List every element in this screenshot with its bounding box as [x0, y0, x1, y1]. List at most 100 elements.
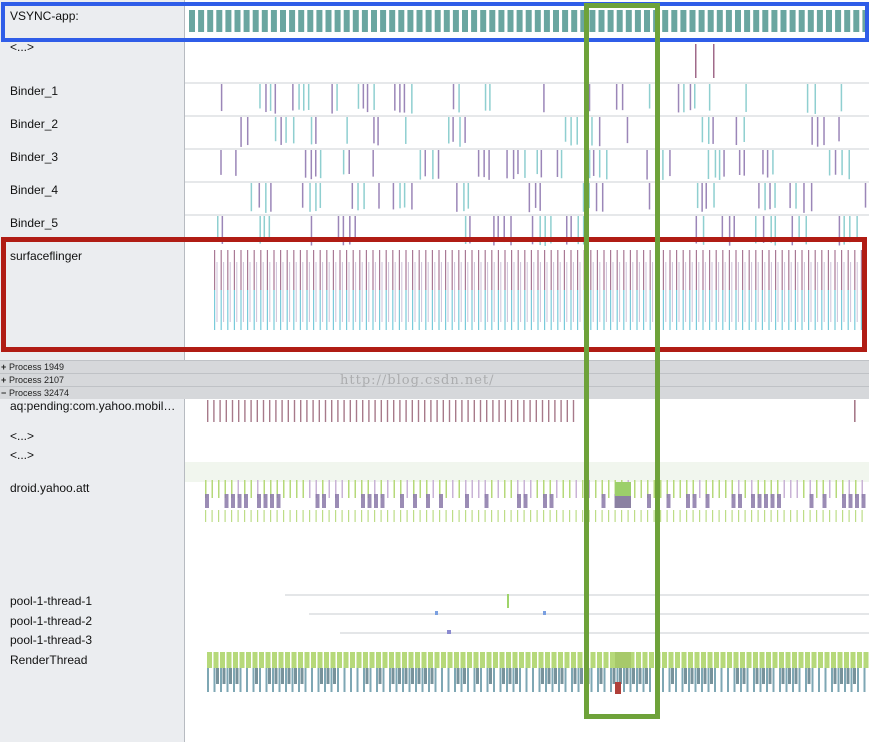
surfaceflinger-slice[interactable]	[636, 250, 638, 290]
binder-slice[interactable]	[503, 216, 505, 243]
binder-slice[interactable]	[524, 150, 526, 178]
render-slice[interactable]	[417, 668, 421, 684]
droid-slice[interactable]	[445, 510, 447, 522]
surfaceflinger-slice[interactable]	[478, 290, 480, 330]
vsync-slice[interactable]	[471, 10, 478, 32]
render-slice[interactable]	[447, 652, 453, 668]
vsync-slice[interactable]	[352, 10, 359, 32]
aq-slice[interactable]	[393, 400, 395, 422]
aq-slice[interactable]	[854, 400, 856, 422]
droid-slice[interactable]	[491, 480, 493, 498]
vsync-slice[interactable]	[489, 10, 496, 32]
render-slice[interactable]	[831, 668, 833, 692]
vsync-slice[interactable]	[744, 10, 751, 32]
render-slice[interactable]	[560, 668, 564, 684]
surfaceflinger-slice[interactable]	[850, 262, 852, 322]
aq-slice[interactable]	[436, 400, 438, 422]
surfaceflinger-slice[interactable]	[412, 250, 414, 290]
thread-baseline[interactable]	[185, 115, 869, 117]
render-slice[interactable]	[720, 668, 723, 692]
render-slice[interactable]	[300, 668, 304, 684]
surfaceflinger-slice[interactable]	[464, 290, 466, 330]
droid-slice[interactable]	[588, 480, 591, 498]
droid-slice[interactable]	[211, 480, 214, 498]
droid-slice[interactable]	[653, 510, 655, 522]
binder-slice[interactable]	[838, 216, 841, 246]
vsync-slice[interactable]	[625, 10, 632, 32]
droid-slice[interactable]	[549, 510, 551, 522]
droid-slice[interactable]	[530, 480, 532, 498]
render-slice[interactable]	[298, 652, 303, 668]
droid-slice[interactable]	[205, 494, 209, 508]
droid-slice[interactable]	[751, 480, 753, 498]
render-slice[interactable]	[395, 668, 398, 692]
vsync-slice[interactable]	[207, 10, 214, 32]
surfaceflinger-slice[interactable]	[328, 262, 330, 322]
binder-slice[interactable]	[543, 84, 545, 113]
render-slice[interactable]	[285, 652, 290, 668]
droid-slice[interactable]	[387, 480, 389, 498]
droid-slice[interactable]	[783, 480, 786, 498]
droid-slice[interactable]	[601, 494, 606, 508]
render-slice[interactable]	[837, 652, 843, 668]
render-slice[interactable]	[365, 668, 369, 684]
binder-slice[interactable]	[769, 183, 771, 210]
surfaceflinger-slice[interactable]	[860, 250, 862, 290]
droid-slice[interactable]	[237, 480, 240, 498]
binder-slice[interactable]	[310, 117, 313, 145]
binder-slice[interactable]	[463, 183, 465, 212]
render-slice[interactable]	[311, 652, 316, 668]
surfaceflinger-slice[interactable]	[282, 262, 284, 322]
binder-slice[interactable]	[840, 84, 843, 112]
aq-slice[interactable]	[486, 400, 488, 422]
binder-slice[interactable]	[310, 150, 313, 180]
surfaceflinger-slice[interactable]	[662, 250, 664, 290]
binder-slice[interactable]	[483, 150, 485, 178]
binder-slice[interactable]	[539, 183, 541, 211]
surfaceflinger-slice[interactable]	[544, 290, 546, 330]
aq-slice[interactable]	[306, 400, 308, 422]
render-slice[interactable]	[833, 668, 837, 684]
render-slice[interactable]	[402, 652, 407, 668]
render-slice[interactable]	[649, 652, 654, 668]
render-slice[interactable]	[759, 652, 765, 668]
render-slice[interactable]	[395, 652, 401, 668]
surfaceflinger-slice[interactable]	[742, 290, 744, 330]
droid-slice[interactable]	[634, 510, 636, 522]
droid-slice[interactable]	[205, 510, 207, 522]
render-slice[interactable]	[272, 668, 274, 692]
droid-slice[interactable]	[764, 480, 766, 498]
render-slice[interactable]	[281, 668, 284, 684]
vsync-slice[interactable]	[243, 10, 250, 32]
droid-slice[interactable]	[510, 510, 512, 522]
render-slice[interactable]	[824, 668, 827, 692]
surfaceflinger-slice[interactable]	[438, 290, 440, 330]
binder-slice[interactable]	[606, 150, 608, 180]
vsync-slice[interactable]	[816, 10, 823, 32]
binder-slice[interactable]	[528, 183, 531, 213]
render-slice[interactable]	[714, 668, 716, 692]
render-slice[interactable]	[603, 668, 606, 692]
vsync-slice[interactable]	[380, 10, 387, 32]
render-slice[interactable]	[545, 652, 550, 668]
droid-slice[interactable]	[413, 480, 415, 498]
surfaceflinger-slice[interactable]	[392, 250, 394, 290]
surfaceflinger-slice[interactable]	[579, 262, 581, 322]
thread-baseline[interactable]	[185, 82, 869, 84]
surfaceflinger-slice[interactable]	[854, 290, 856, 330]
droid-slice[interactable]	[302, 480, 305, 498]
surfaceflinger-slice[interactable]	[504, 290, 506, 330]
vsync-slice[interactable]	[789, 10, 796, 32]
render-slice[interactable]	[616, 668, 619, 692]
droid-slice[interactable]	[244, 494, 248, 508]
surfaceflinger-slice[interactable]	[339, 290, 341, 330]
render-slice[interactable]	[222, 668, 226, 684]
render-slice[interactable]	[590, 652, 596, 668]
render-slice[interactable]	[408, 668, 411, 692]
render-slice[interactable]	[512, 668, 515, 692]
surfaceflinger-slice[interactable]	[471, 250, 473, 290]
render-slice[interactable]	[610, 668, 612, 692]
surfaceflinger-slice[interactable]	[843, 262, 845, 322]
render-slice[interactable]	[434, 652, 440, 668]
binder-slice[interactable]	[795, 183, 797, 209]
